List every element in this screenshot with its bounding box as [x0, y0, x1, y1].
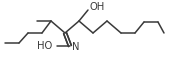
Text: N: N [72, 42, 80, 52]
Text: OH: OH [89, 2, 105, 12]
Text: HO: HO [37, 41, 53, 51]
